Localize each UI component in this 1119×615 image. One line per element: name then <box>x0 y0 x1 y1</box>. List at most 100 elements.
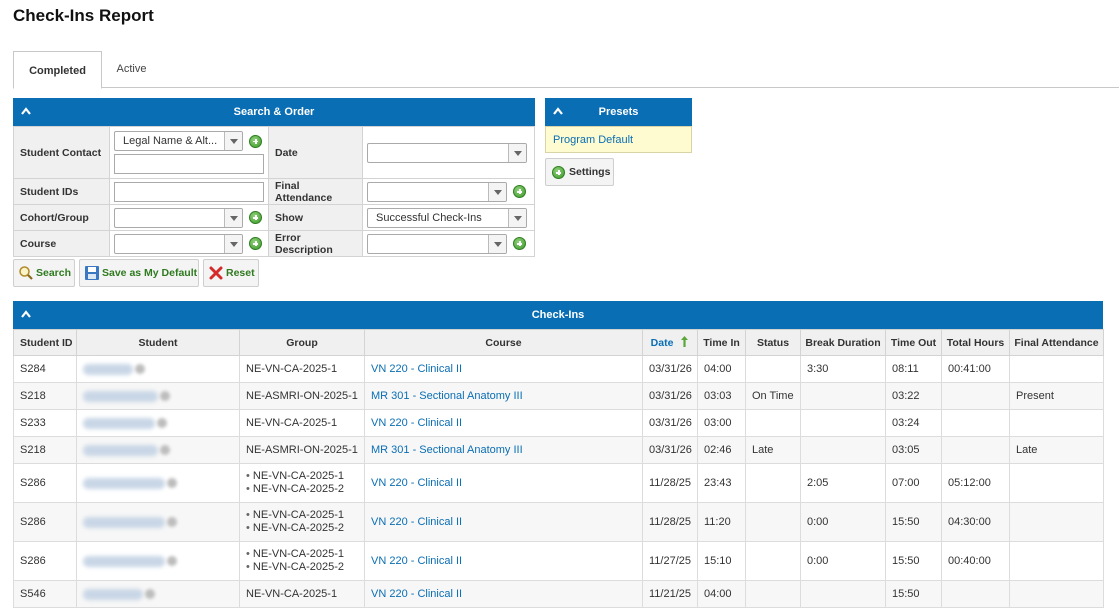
add-icon[interactable] <box>513 237 526 250</box>
reset-button[interactable]: Reset <box>203 259 259 287</box>
search-order-header[interactable]: Search & Order <box>13 98 535 126</box>
student-name-cell[interactable] <box>76 382 240 410</box>
redacted-student-name[interactable] <box>83 444 158 456</box>
col-group[interactable]: Group <box>239 329 365 356</box>
final-attendance-select[interactable] <box>367 181 507 202</box>
course-link[interactable]: VN 220 - Clinical II <box>371 417 463 429</box>
col-date-label: Date <box>650 336 674 349</box>
add-icon[interactable] <box>249 211 262 224</box>
preset-program-default[interactable]: Program Default <box>545 126 692 153</box>
student-name-cell[interactable] <box>76 541 240 581</box>
table-row[interactable]: S218 NE-ASMRI-ON-2025-1 MR 301 - Sectional… <box>13 436 1104 464</box>
redacted-student-name[interactable] <box>83 588 143 600</box>
course-link[interactable]: VN 220 - Clinical II <box>371 555 463 567</box>
course-link[interactable]: VN 220 - Clinical II <box>371 363 463 375</box>
course-link[interactable]: MR 301 - Sectional Anatomy III <box>371 444 523 456</box>
course-link[interactable]: MR 301 - Sectional Anatomy III <box>371 390 523 402</box>
contact-icon[interactable] <box>160 445 170 456</box>
contact-icon[interactable] <box>157 418 167 429</box>
status-cell <box>745 541 801 581</box>
time-out-cell: 03:24 <box>885 409 942 437</box>
col-time-out[interactable]: Time Out <box>885 329 942 356</box>
redacted-student-name[interactable] <box>83 516 165 528</box>
date-cell: 03/31/26 <box>642 355 698 383</box>
contact-icon[interactable] <box>160 391 170 402</box>
col-student[interactable]: Student <box>76 329 240 356</box>
status-cell <box>745 409 801 437</box>
redacted-student-name[interactable] <box>83 555 165 567</box>
col-break-duration[interactable]: Break Duration <box>800 329 886 356</box>
redacted-student-name[interactable] <box>83 477 165 489</box>
collapse-caret-icon[interactable] <box>21 301 35 329</box>
chevron-down-icon <box>508 143 526 162</box>
date-select[interactable] <box>367 142 527 163</box>
student-name-cell[interactable] <box>76 436 240 464</box>
show-select[interactable]: Successful Check-Ins <box>367 207 527 228</box>
student-name-cell[interactable] <box>76 355 240 383</box>
contact-icon[interactable] <box>167 517 177 528</box>
time-out-cell: 15:50 <box>885 541 942 581</box>
add-icon[interactable] <box>249 237 262 250</box>
status-cell <box>745 502 801 542</box>
save-default-button[interactable]: Save as My Default <box>79 259 199 287</box>
search-button[interactable]: Search <box>13 259 75 287</box>
date-cell: 03/31/26 <box>642 436 698 464</box>
cohort-group-select[interactable] <box>114 207 243 228</box>
course-link[interactable]: VN 220 - Clinical II <box>371 588 463 600</box>
redacted-student-name[interactable] <box>83 390 158 402</box>
presets-header[interactable]: Presets <box>545 98 692 126</box>
search-order-panel: Search & Order Student Contact Legal Nam… <box>13 98 535 257</box>
student-name-cell[interactable] <box>76 580 240 608</box>
course-link[interactable]: VN 220 - Clinical II <box>371 516 463 528</box>
group-cell: NE-ASMRI-ON-2025-1 <box>239 436 365 464</box>
redacted-student-name[interactable] <box>83 363 133 375</box>
total-hours-cell <box>941 382 1010 410</box>
course-link[interactable]: VN 220 - Clinical II <box>371 477 463 489</box>
contact-icon[interactable] <box>145 589 155 600</box>
student-name-cell[interactable] <box>76 463 240 503</box>
col-status[interactable]: Status <box>745 329 801 356</box>
add-icon[interactable] <box>513 185 526 198</box>
settings-button[interactable]: Settings <box>545 158 614 186</box>
course-cell: VN 220 - Clinical II <box>364 355 643 383</box>
col-student-id[interactable]: Student ID <box>13 329 77 356</box>
table-row[interactable]: S546 NE-VN-CA-2025-1 VN 220 - Clinical II 1… <box>13 580 1104 608</box>
student-contact-type-select[interactable]: Legal Name & Alt... <box>114 131 243 151</box>
collapse-caret-icon[interactable] <box>21 98 35 126</box>
student-ids-input[interactable] <box>114 181 264 202</box>
collapse-caret-icon[interactable] <box>553 98 567 126</box>
student-id-cell: S284 <box>13 355 77 383</box>
table-row[interactable]: S218 NE-ASMRI-ON-2025-1 MR 301 - Sectional… <box>13 382 1104 410</box>
col-time-in[interactable]: Time In <box>697 329 746 356</box>
add-icon[interactable] <box>249 134 262 148</box>
checkins-header[interactable]: Check-Ins <box>13 301 1103 329</box>
presets-panel: Presets Program Default <box>545 98 692 153</box>
col-course[interactable]: Course <box>364 329 643 356</box>
contact-icon[interactable] <box>167 478 177 489</box>
table-row[interactable]: S286 NE-VN-CA-2025-1NE-VN-CA-2025-2 VN 220… <box>13 541 1104 581</box>
total-hours-cell: 00:40:00 <box>941 541 1010 581</box>
checkins-panel: Check-Ins Student ID Student Group Cours… <box>13 301 1104 608</box>
course-select[interactable] <box>114 233 243 254</box>
break-duration-cell: 0:00 <box>800 541 886 581</box>
table-row[interactable]: S286 NE-VN-CA-2025-1NE-VN-CA-2025-2 VN 220… <box>13 502 1104 542</box>
student-contact-input[interactable] <box>114 154 264 174</box>
student-name-cell[interactable] <box>76 502 240 542</box>
close-icon <box>208 265 224 281</box>
error-description-select[interactable] <box>367 233 507 254</box>
redacted-student-name[interactable] <box>83 417 155 429</box>
table-row[interactable]: S233 NE-VN-CA-2025-1 VN 220 - Clinical II 0… <box>13 409 1104 437</box>
col-date[interactable]: Date <box>642 329 698 356</box>
contact-icon[interactable] <box>167 556 177 567</box>
contact-icon[interactable] <box>135 364 145 375</box>
col-total-hours[interactable]: Total Hours <box>941 329 1010 356</box>
table-row[interactable]: S286 NE-VN-CA-2025-1NE-VN-CA-2025-2 VN 220… <box>13 463 1104 503</box>
student-name-cell[interactable] <box>76 409 240 437</box>
course-cell: MR 301 - Sectional Anatomy III <box>364 436 643 464</box>
group-item: NE-VN-CA-2025-2 <box>246 522 358 535</box>
col-final-attendance[interactable]: Final Attendance <box>1009 329 1104 356</box>
tab-completed[interactable]: Completed <box>13 51 102 89</box>
table-row[interactable]: S284 NE-VN-CA-2025-1 VN 220 - Clinical II 0… <box>13 355 1104 383</box>
search-order-title: Search & Order <box>233 106 315 118</box>
tab-active[interactable]: Active <box>116 63 147 75</box>
